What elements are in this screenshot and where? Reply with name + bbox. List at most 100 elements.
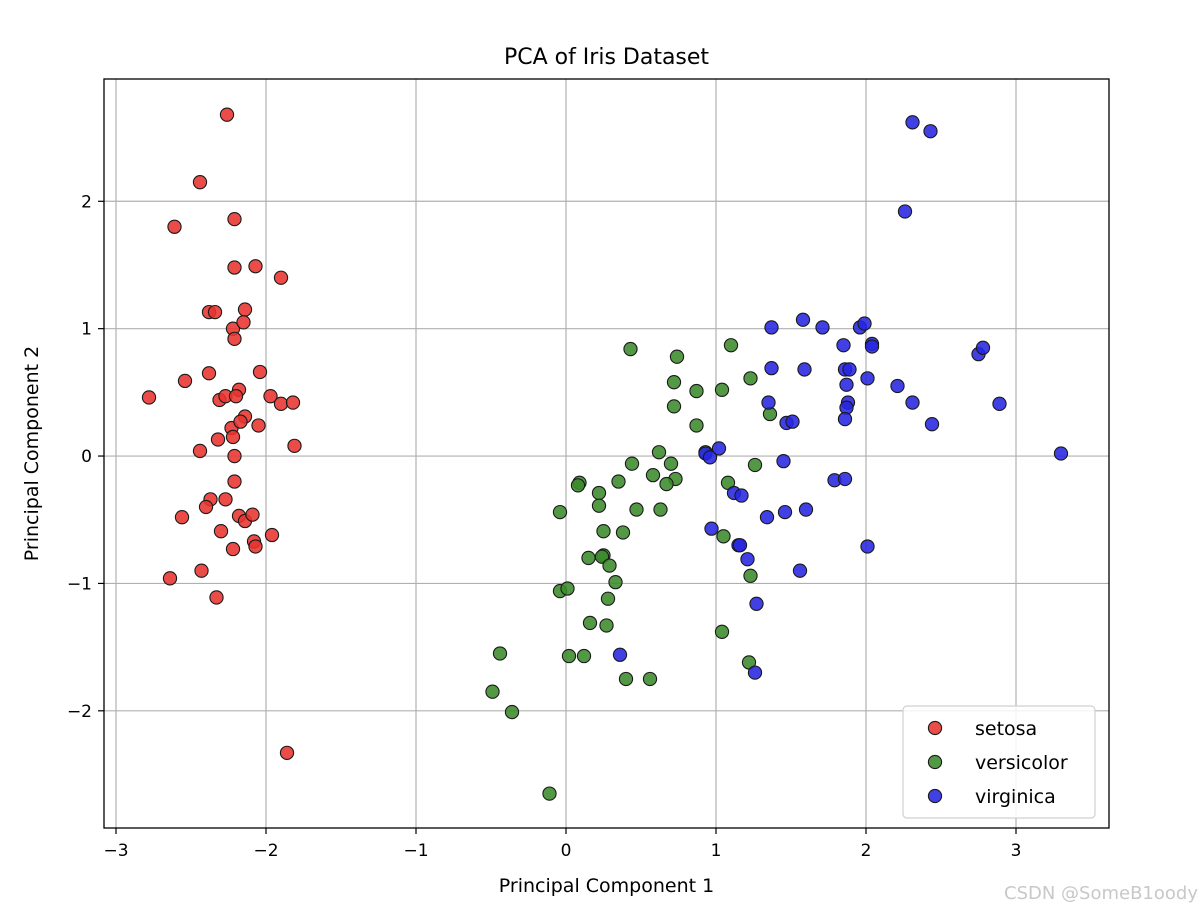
setosa-point <box>225 429 241 445</box>
virginica-point <box>702 450 718 465</box>
plot-frame <box>103 78 1110 829</box>
legend-label-versicolor: versicolor <box>975 752 1068 774</box>
y-tick-label: 1 <box>81 320 92 340</box>
legend-marker-versicolor <box>927 754 943 770</box>
versicolor-point <box>615 525 631 540</box>
x-tick-label: −2 <box>253 841 278 861</box>
setosa-point <box>227 474 242 489</box>
versicolor-point <box>561 648 577 664</box>
virginica-point <box>897 204 913 219</box>
virginica-point <box>1053 446 1069 461</box>
setosa-point <box>227 260 242 275</box>
virginica-point <box>864 339 880 354</box>
x-tick-label: −3 <box>103 841 128 861</box>
versicolor-point <box>743 371 758 386</box>
legend-marker-virginica <box>927 788 943 804</box>
setosa-point <box>251 418 266 433</box>
setosa-point <box>201 366 217 381</box>
y-axis-label: Principal Component 2 <box>21 346 43 561</box>
versicolor-point <box>624 456 640 471</box>
versicolor-point <box>618 671 634 687</box>
setosa-point <box>252 364 268 380</box>
y-tick-label: −1 <box>67 574 92 594</box>
versicolor-point <box>743 568 758 583</box>
versicolor-point <box>599 618 614 633</box>
versicolor-point <box>602 558 617 573</box>
setosa-point <box>287 438 302 454</box>
y-tick-label: −2 <box>67 702 92 722</box>
setosa-point <box>233 414 248 429</box>
versicolor-point <box>581 550 596 566</box>
setosa-point <box>194 563 209 578</box>
virginica-point <box>836 338 851 353</box>
setosa-point <box>248 539 263 554</box>
versicolor-point <box>653 502 668 517</box>
virginica-point <box>711 441 727 456</box>
virginica-point <box>798 502 814 517</box>
setosa-point <box>263 389 278 404</box>
setosa-point <box>177 373 193 389</box>
versicolor-point <box>560 581 575 596</box>
virginica-point <box>924 417 940 432</box>
versicolor-point <box>642 671 658 687</box>
virginica-point <box>777 504 793 520</box>
virginica-point <box>612 647 628 662</box>
setosa-point <box>225 541 241 557</box>
versicolor-point <box>659 476 674 492</box>
versicolor-point <box>714 382 730 397</box>
setosa-point <box>248 259 263 274</box>
versicolor-point <box>645 468 661 483</box>
versicolor-point <box>485 684 500 699</box>
versicolor-point <box>747 457 763 473</box>
versicolor-point <box>669 349 685 364</box>
virginica-point <box>815 320 830 335</box>
setosa-point <box>245 507 260 522</box>
versicolor-point <box>689 383 704 399</box>
setosa-point <box>227 448 242 464</box>
virginica-point <box>785 414 800 429</box>
legend: setosa versicolor virginica <box>902 705 1096 819</box>
versicolor-point <box>504 704 520 720</box>
versicolor-point <box>666 375 682 390</box>
versicolor-point <box>611 474 626 489</box>
plot-area <box>104 79 1109 828</box>
virginica-point <box>776 453 791 469</box>
virginica-point <box>857 316 872 331</box>
setosa-point <box>207 304 223 320</box>
versicolor-point <box>582 615 598 631</box>
axis-ticks: −3 −2 −1 0 1 2 3 −2 −1 0 1 2 <box>67 192 1021 861</box>
virginica-point <box>837 471 853 487</box>
virginica-point <box>842 362 857 377</box>
versicolor-point <box>570 478 586 493</box>
virginica-point <box>792 563 808 578</box>
virginica-point <box>764 361 779 376</box>
watermark-text: CSDN @SomeB1oody <box>1004 883 1198 904</box>
setosa-point <box>236 315 251 330</box>
setosa-point <box>209 590 224 605</box>
virginica-point <box>795 312 811 327</box>
versicolor-point <box>651 445 667 460</box>
virginica-point <box>860 539 875 554</box>
virginica-point <box>975 340 991 355</box>
versicolor-point <box>716 529 731 544</box>
setosa-point <box>273 270 289 285</box>
setosa-point <box>285 395 301 410</box>
virginica-point <box>890 378 905 394</box>
legend-box <box>902 705 1096 819</box>
virginica-point <box>732 538 748 553</box>
setosa-point <box>210 432 226 447</box>
virginica-point <box>839 377 854 392</box>
setosa-point <box>162 571 178 586</box>
versicolor-point <box>608 575 623 590</box>
versicolor-point <box>666 399 682 414</box>
virginica-point <box>923 124 938 139</box>
setosa-point <box>141 390 157 405</box>
versicolor-point <box>576 648 592 664</box>
versicolor-point <box>591 498 607 513</box>
setosa-point <box>273 396 289 411</box>
chart-title: PCA of Iris Dataset <box>504 45 709 70</box>
setosa-point <box>237 302 253 317</box>
versicolor-point <box>596 524 611 539</box>
setosa-point <box>198 499 214 515</box>
